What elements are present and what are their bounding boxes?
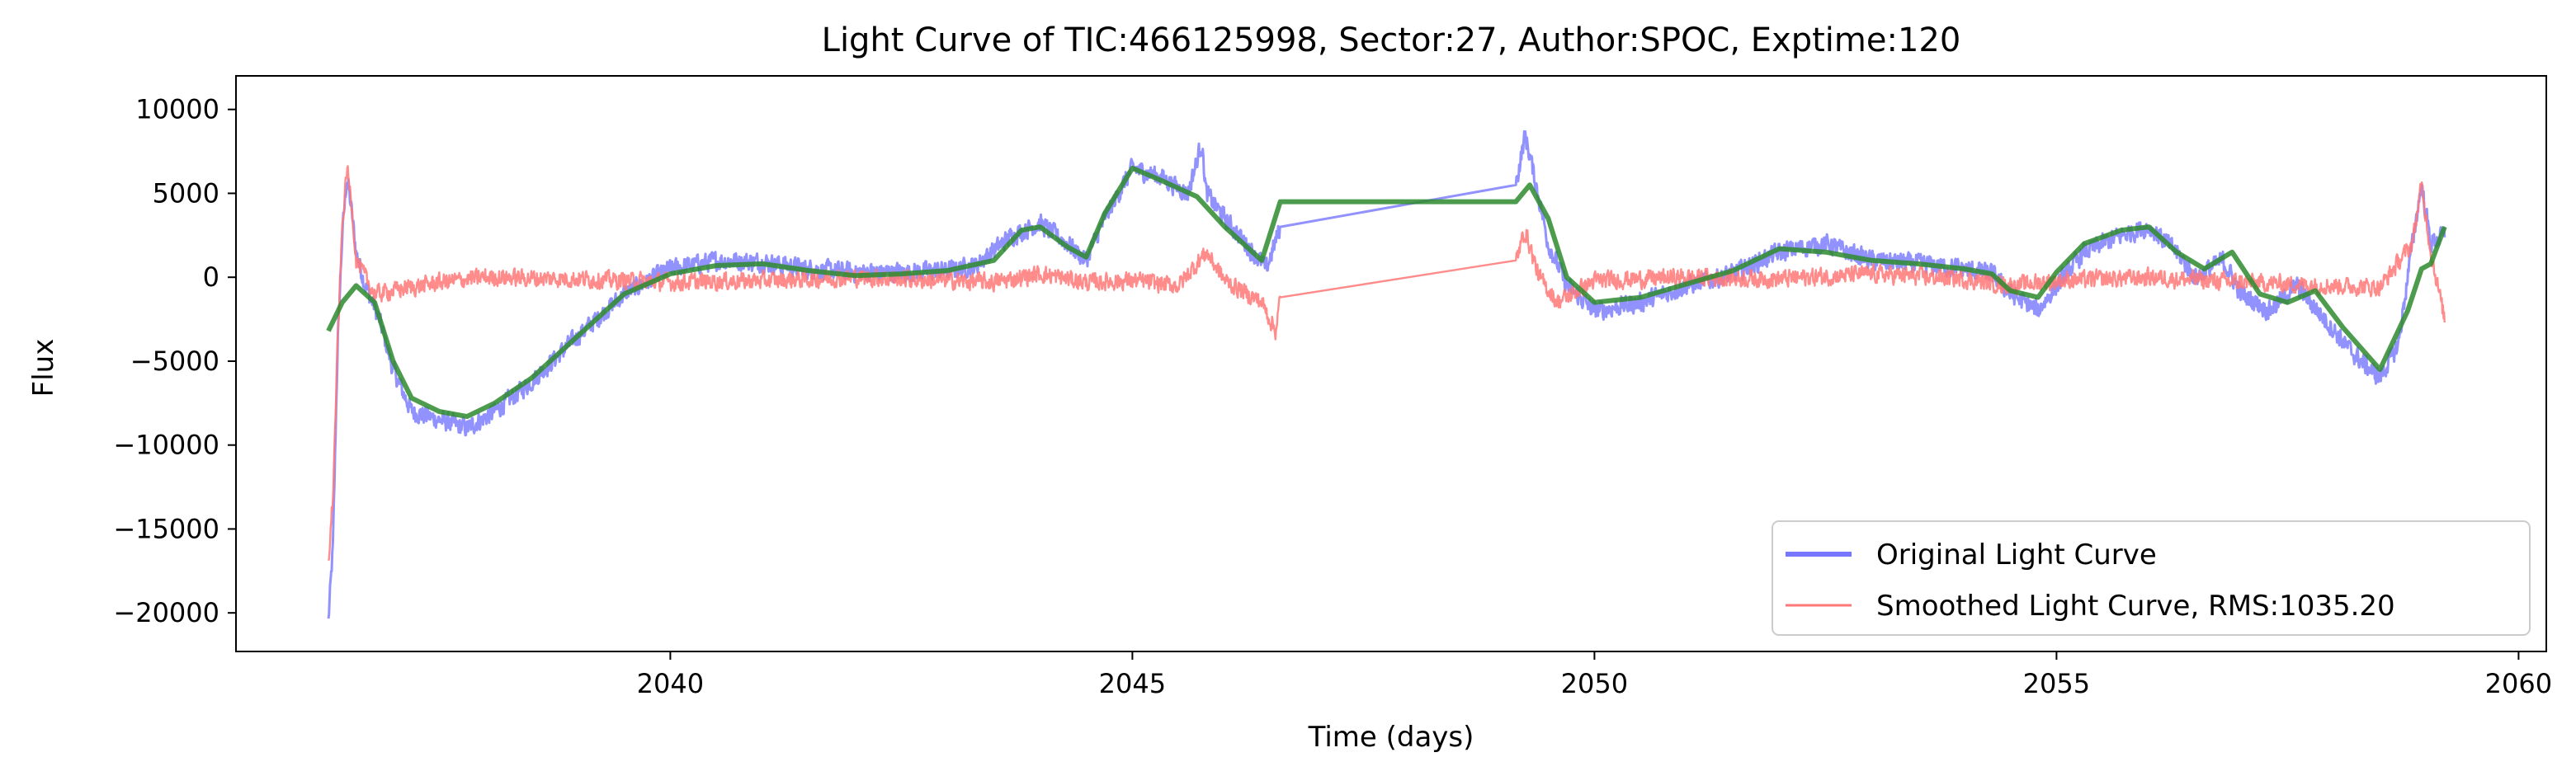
plot-frame [235,75,2547,652]
x-tick-label: 2040 [637,668,704,699]
y-axis-label: Flux [27,339,60,397]
x-axis-label: Time (days) [1308,721,1474,754]
chart-title: Light Curve of TIC:466125998, Sector:27,… [822,21,1961,59]
y-tick-label: −5000 [130,346,219,377]
axes: 2040 2045 2050 2055 2060 −20000 −15000 −10000 −5… [113,75,2552,699]
y-tick-label: −10000 [113,430,219,461]
legend-label: Smoothed Light Curve, RMS:1035.20 [1876,590,2395,623]
legend-label: Original Light Curve [1876,538,2157,571]
y-tick-label: −15000 [113,513,219,544]
x-tick-label: 2055 [2023,668,2090,699]
legend-box [1772,520,2531,636]
x-tick-label: 2050 [1561,668,1628,699]
y-tick-label: 5000 [153,177,219,209]
plot-area [326,129,2447,619]
x-tick-label: 2045 [1099,668,1166,699]
y-tick-label: 0 [203,261,219,293]
y-tick-label: 10000 [135,94,219,125]
legend: Original Light Curve Smoothed Light Curve… [1772,520,2531,636]
y-tick-label: −20000 [113,597,219,628]
x-tick-label: 2060 [2485,668,2552,699]
series-line-1 [327,165,2446,562]
series-line-2 [326,165,2447,420]
